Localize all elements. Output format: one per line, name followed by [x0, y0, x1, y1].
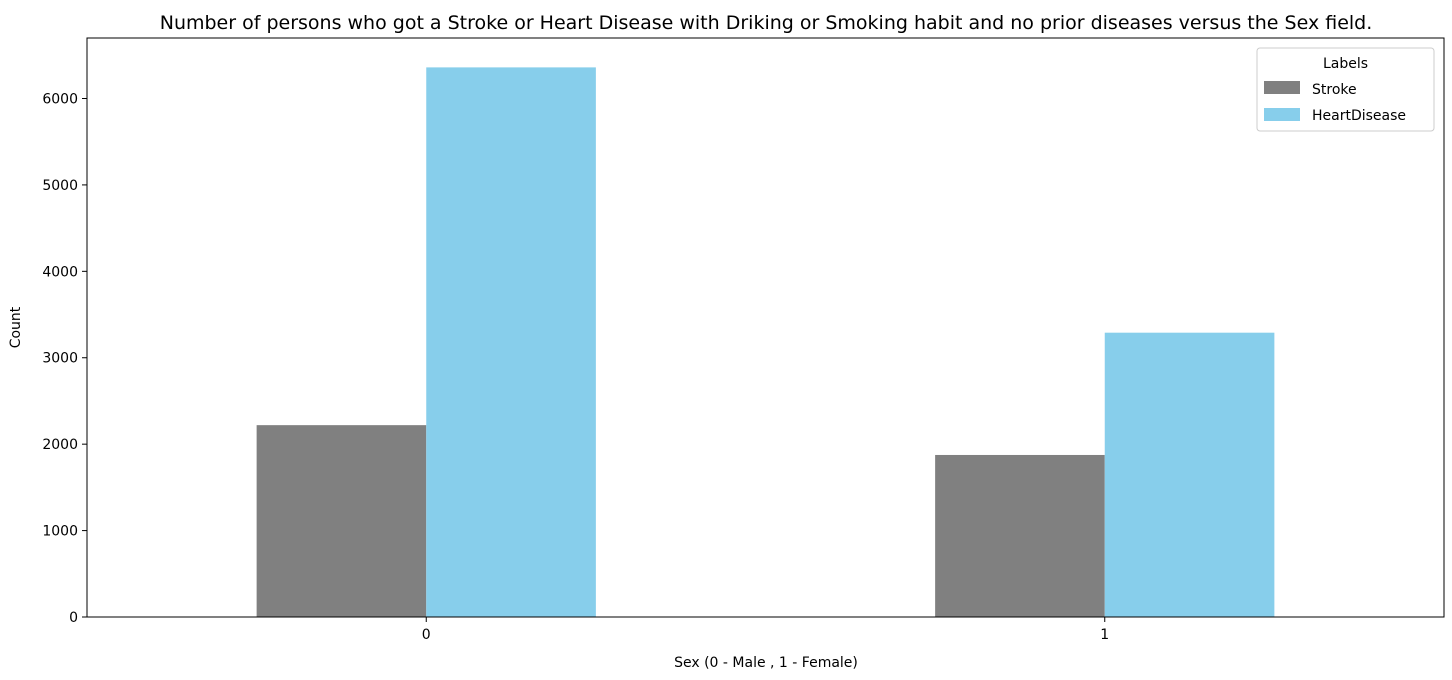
y-tick-label: 5000 [42, 178, 78, 194]
legend-frame [1256, 47, 1435, 132]
legend-swatch-stroke [1264, 81, 1300, 94]
y-tick-label: 1000 [42, 524, 78, 540]
bar-stroke-1 [935, 454, 1105, 617]
y-tick-label: 3000 [42, 351, 78, 367]
legend-swatch-heartdisease [1264, 108, 1300, 121]
plot-frame [86, 37, 1445, 618]
bar-heartdisease-0 [426, 67, 596, 618]
legend-label-stroke: Stroke [1312, 82, 1357, 98]
y-tick-label: 0 [69, 610, 78, 626]
y-tick-label: 6000 [42, 91, 78, 107]
x-tick-label: 0 [422, 627, 431, 643]
bars-group [256, 67, 1275, 618]
bar-heartdisease-1 [1104, 332, 1275, 617]
legend-title: Labels [1323, 56, 1368, 72]
legend-label-heartdisease: HeartDisease [1312, 108, 1406, 124]
y-axis: 0 1000 2000 3000 4000 5000 6000 [42, 91, 87, 626]
legend: Labels Stroke HeartDisease [1256, 47, 1435, 132]
y-tick-label: 4000 [42, 264, 78, 280]
x-axis-label: Sex (0 - Male , 1 - Female) [674, 655, 858, 671]
bar-stroke-0 [256, 425, 427, 617]
x-tick-label: 1 [1100, 627, 1109, 643]
chart-title: Number of persons who got a Stroke or He… [160, 12, 1373, 34]
y-tick-label: 2000 [42, 437, 78, 453]
y-axis-label: Count [8, 306, 24, 348]
